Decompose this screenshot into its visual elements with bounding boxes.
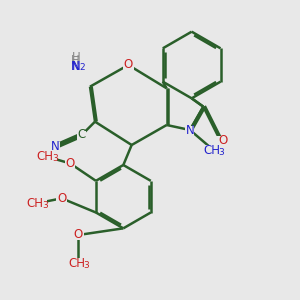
Text: C: C <box>77 128 86 142</box>
Text: CH: CH <box>37 150 54 163</box>
Text: O: O <box>57 192 66 205</box>
FancyBboxPatch shape <box>215 136 225 145</box>
Text: N: N <box>186 124 194 136</box>
Text: 3: 3 <box>84 261 89 270</box>
Text: O: O <box>65 157 75 170</box>
FancyBboxPatch shape <box>36 152 57 162</box>
FancyBboxPatch shape <box>185 125 194 134</box>
Text: O: O <box>74 229 83 242</box>
Text: H: H <box>72 51 81 64</box>
Text: CH: CH <box>203 143 220 157</box>
FancyBboxPatch shape <box>56 194 67 203</box>
FancyBboxPatch shape <box>66 57 87 69</box>
Text: O: O <box>124 58 133 71</box>
Text: CH: CH <box>27 197 44 210</box>
Text: H: H <box>71 54 80 67</box>
FancyBboxPatch shape <box>68 258 89 268</box>
FancyBboxPatch shape <box>63 53 90 74</box>
Text: 3: 3 <box>42 201 48 210</box>
FancyBboxPatch shape <box>26 198 47 208</box>
FancyBboxPatch shape <box>123 61 134 70</box>
Text: N: N <box>71 60 80 73</box>
Text: 2: 2 <box>79 63 85 72</box>
FancyBboxPatch shape <box>203 145 224 155</box>
FancyBboxPatch shape <box>50 142 59 151</box>
FancyBboxPatch shape <box>65 159 75 168</box>
Text: 3: 3 <box>219 148 224 157</box>
Text: N: N <box>72 60 81 73</box>
Text: N: N <box>51 140 59 153</box>
Text: CH: CH <box>68 257 85 270</box>
Text: 3: 3 <box>52 154 58 163</box>
FancyBboxPatch shape <box>77 130 86 140</box>
FancyBboxPatch shape <box>73 230 84 239</box>
Text: O: O <box>218 134 228 146</box>
